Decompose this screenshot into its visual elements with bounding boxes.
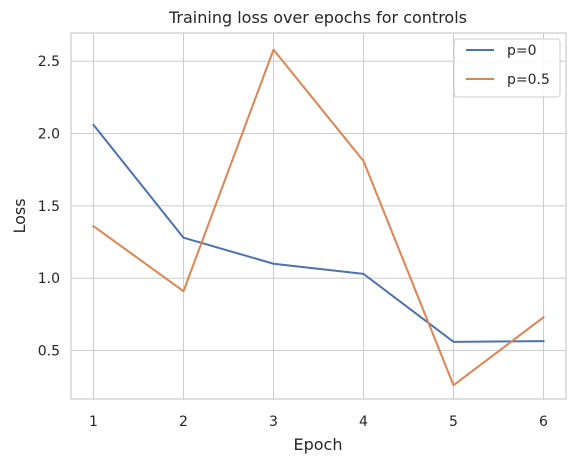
x-tick-label: 1	[89, 414, 98, 430]
series-line-p05	[92, 48, 545, 387]
x-tick-labels: 1 2 3 4 5 6	[89, 414, 548, 430]
y-tick-label: 2.0	[38, 127, 60, 143]
legend-label-p0: p=0	[507, 43, 537, 59]
legend-box	[453, 38, 561, 98]
legend-label-p05: p=0.5	[507, 72, 550, 88]
plot-area-frame	[70, 32, 567, 400]
y-tick-labels: 0.5 1.0 1.5 2.0 2.5	[38, 54, 60, 359]
y-tick-label: 0.5	[38, 344, 60, 360]
x-tick-label: 3	[269, 414, 278, 430]
series-layer	[92, 48, 545, 387]
y-tick-label: 1.5	[38, 199, 60, 215]
x-tick-label: 6	[539, 414, 548, 430]
chart-title: Training loss over epochs for controls	[168, 8, 467, 27]
x-tick-label: 2	[179, 414, 188, 430]
legend: p=0 p=0.5	[453, 38, 561, 98]
x-tick-label: 4	[359, 414, 368, 430]
y-tick-label: 2.5	[38, 54, 60, 70]
y-tick-label: 1.0	[38, 271, 60, 287]
x-axis-label: Epoch	[294, 435, 343, 454]
x-tick-label: 5	[449, 414, 458, 430]
series-line-p0	[92, 123, 545, 343]
y-axis-label: Loss	[10, 198, 29, 233]
